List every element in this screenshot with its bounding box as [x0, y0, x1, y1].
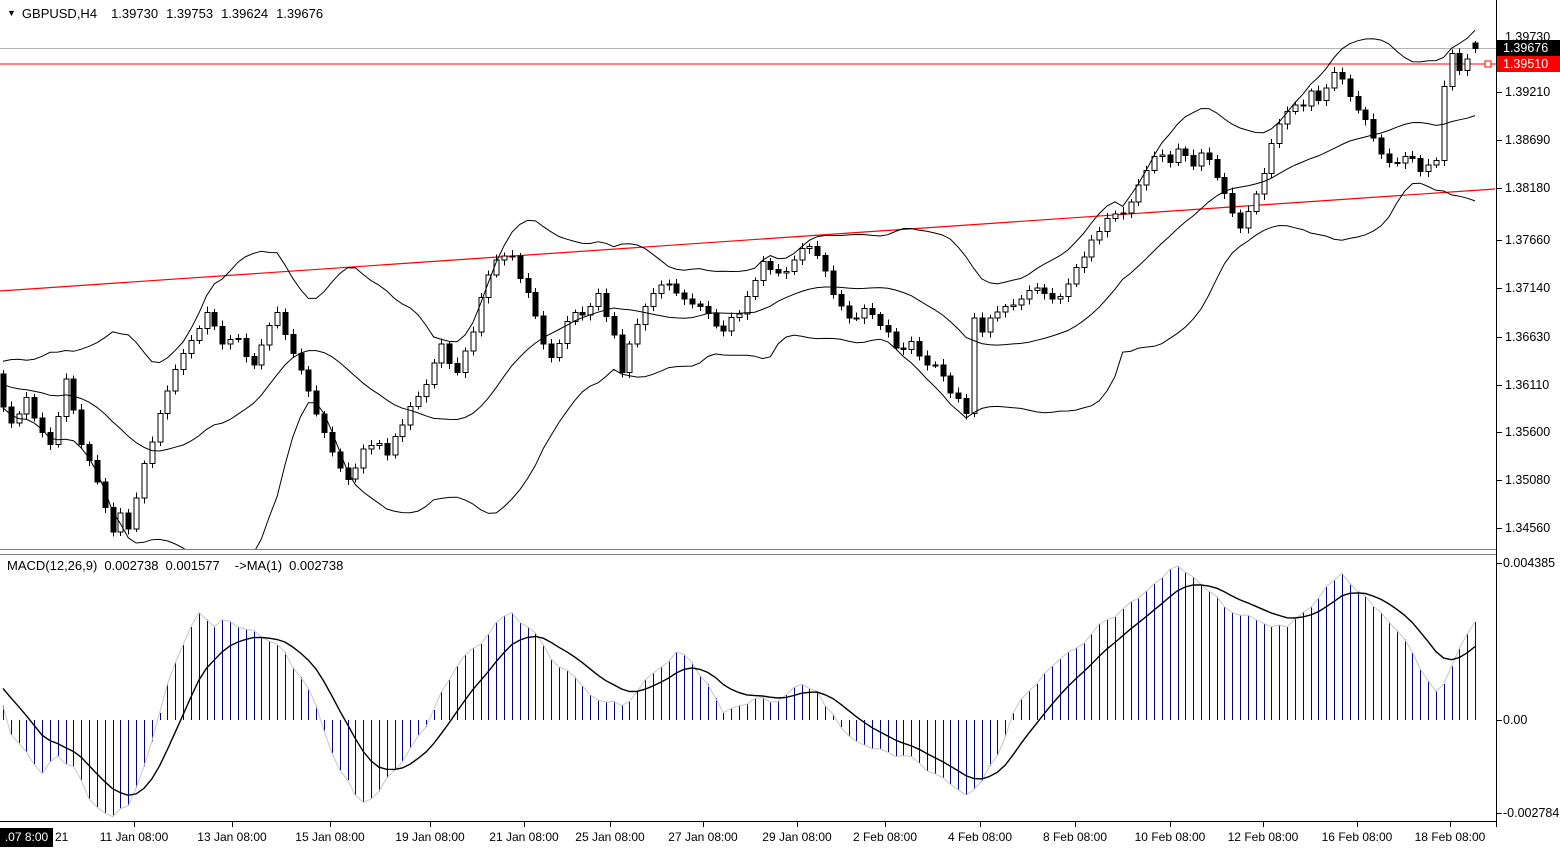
candle-wicks — [3, 41, 1476, 537]
time-axis-tick — [797, 822, 798, 827]
price-axis-label: 1.35080 — [1505, 473, 1551, 487]
time-axis-label: 15 Jan 08:00 — [295, 830, 365, 844]
macd-axis-tick — [1497, 563, 1502, 564]
price-axis-label: 1.38180 — [1505, 181, 1551, 195]
bollinger-upper-band — [2, 29, 1476, 364]
price-axis-tick — [1497, 288, 1502, 289]
time-axis-label: 21 Jan 08:00 — [489, 830, 559, 844]
price-axis-label: 1.36110 — [1505, 378, 1550, 392]
time-axis-label: 18 Feb 08:00 — [1414, 830, 1486, 844]
chart-header: ▼ GBPUSD,H4 1.39730 1.39753 1.39624 1.39676 — [7, 6, 331, 21]
macd-indicator-label: MACD(12,26,9) 0.002738 0.001577 ->MA(1) 0.00… — [7, 558, 350, 573]
macd-signal-value: 0.001577 — [165, 558, 220, 573]
level-line-handle[interactable] — [1484, 60, 1492, 68]
current-bar-time-box: .07 8:00 — [0, 828, 53, 847]
time-axis-tick — [524, 822, 525, 827]
time-axis-tick — [885, 822, 886, 827]
price-axis-tick — [1497, 528, 1502, 529]
time-axis-tick — [134, 822, 135, 827]
price-axis-tick — [1497, 188, 1502, 189]
price-axis-label: 1.35600 — [1505, 425, 1551, 439]
time-axis-label: 29 Jan 08:00 — [762, 830, 832, 844]
time-axis-tick — [330, 822, 331, 827]
time-axis-label: 27 Jan 08:00 — [668, 830, 738, 844]
macd-main-value: 0.002738 — [104, 558, 159, 573]
time-axis-tick — [1170, 822, 1171, 827]
macd-signal-line — [2, 584, 1476, 797]
price-axis-tick — [1497, 240, 1502, 241]
time-axis-tick — [1075, 822, 1076, 827]
macd-axis-label: 0.00 — [1503, 713, 1528, 727]
symbol-period-label: GBPUSD,H4 — [21, 6, 98, 21]
price-axis-label: 1.36630 — [1505, 330, 1551, 344]
time-axis-tick — [1263, 822, 1264, 827]
macd-indicator-name: MACD(12,26,9) — [7, 558, 98, 573]
time-axis-tick — [232, 822, 233, 827]
bollinger-middle-band — [2, 115, 1476, 452]
price-axis-tick — [1497, 337, 1502, 338]
price-axis-label: 1.34560 — [1505, 521, 1551, 535]
price-chart-pane[interactable] — [0, 0, 1497, 550]
macd-indicator-pane[interactable] — [0, 554, 1497, 822]
time-axis-label: 13 Jan 08:00 — [197, 830, 267, 844]
bollinger-lower-band — [2, 182, 1476, 550]
open-value: 1.39730 — [111, 6, 159, 21]
time-axis-label: 4 Feb 08:00 — [947, 830, 1013, 844]
time-axis-tick — [1450, 822, 1451, 827]
time-axis-label: 12 Feb 08:00 — [1227, 830, 1299, 844]
close-value: 1.39676 — [276, 6, 324, 21]
price-axis-tick — [1497, 140, 1502, 141]
horizontal-level-line[interactable] — [0, 60, 1497, 68]
time-axis-tick — [430, 822, 431, 827]
time-axis-label: 8 Feb 08:00 — [1042, 830, 1108, 844]
candles — [0, 41, 1479, 537]
time-axis-label: 16 Feb 08:00 — [1321, 830, 1393, 844]
time-axis-label: 11 Jan 08:00 — [99, 830, 169, 844]
price-axis-label: 1.38690 — [1505, 133, 1551, 147]
macd-pane-bottom-border — [0, 821, 1497, 822]
time-axis-tick — [703, 822, 704, 827]
macd-axis-label: -0.002784 — [1503, 806, 1560, 820]
price-axis-label: 1.39210 — [1505, 85, 1551, 99]
macd-axis-label: 0.004385 — [1503, 556, 1556, 570]
symbol-dropdown-icon[interactable]: ▼ — [7, 8, 16, 18]
price-axis-label: 1.37660 — [1505, 233, 1551, 247]
time-axis-tick — [610, 822, 611, 827]
time-axis-label: 10 Feb 08:00 — [1134, 830, 1206, 844]
trendline[interactable] — [0, 188, 1496, 292]
time-axis-label: 2 Feb 08:00 — [852, 830, 918, 844]
low-value: 1.39624 — [221, 6, 269, 21]
year-label-partial: 21 — [55, 830, 69, 844]
time-axis-label: 19 Jan 08:00 — [395, 830, 465, 844]
price-axis-label: 1.37140 — [1505, 281, 1551, 295]
macd-ma-label: ->MA(1) — [234, 558, 283, 573]
pane-separator[interactable] — [0, 549, 1497, 555]
time-axis-label: 25 Jan 08:00 — [575, 830, 645, 844]
current-price-box: 1.39676 — [1497, 40, 1560, 56]
time-axis-tick — [1357, 822, 1358, 827]
macd-axis-tick — [1497, 720, 1502, 721]
price-axis-border — [1496, 0, 1497, 827]
red-level-price-box: 1.39510 — [1497, 56, 1560, 72]
macd-ma-value: 0.002738 — [289, 558, 344, 573]
price-axis-tick — [1497, 385, 1502, 386]
high-value: 1.39753 — [166, 6, 214, 21]
price-axis-tick — [1497, 432, 1502, 433]
price-axis-tick — [1497, 92, 1502, 93]
bollinger-bands — [2, 29, 1476, 550]
macd-main-line — [2, 565, 1476, 818]
macd-histogram — [3, 566, 1476, 817]
macd-axis-tick — [1497, 813, 1502, 814]
price-axis-tick — [1497, 480, 1502, 481]
time-axis-tick — [980, 822, 981, 827]
